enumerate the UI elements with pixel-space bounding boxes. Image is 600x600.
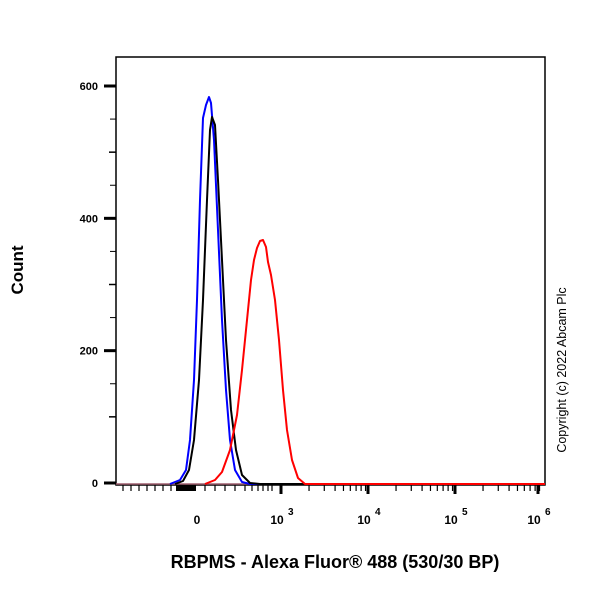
y-tick-label: 400 <box>80 213 98 225</box>
plot-frame <box>115 56 546 486</box>
copyright-text: Copyright (c) 2022 Abcam Plc <box>555 287 569 453</box>
histogram-curve-black <box>174 116 545 485</box>
y-tick-label: 600 <box>80 81 98 93</box>
x-tick-exponent: 5 <box>462 507 468 518</box>
y-axis-label-text: Count <box>8 245 27 295</box>
x-tick-label: 10 <box>270 513 284 527</box>
x-axis: 0 10 3 10 4 10 5 10 6 <box>122 485 551 527</box>
x-axis-label: RBPMS - Alexa Fluor® 488 (530/30 BP) <box>170 552 500 572</box>
x-tick-exponent: 4 <box>375 507 381 518</box>
x-dense-ticks <box>176 485 196 491</box>
copyright-notice: Copyright (c) 2022 Abcam Plc <box>551 250 573 490</box>
x-tick-label: 10 <box>527 513 541 527</box>
x-tick-label: 10 <box>444 513 458 527</box>
histogram-curves <box>169 96 545 485</box>
x-tick-exponent: 6 <box>545 507 551 518</box>
y-tick-label: 0 <box>92 478 98 490</box>
y-axis: 600 400 200 0 <box>80 81 116 490</box>
x-tick-label: 0 <box>194 513 201 527</box>
y-axis-label: Count <box>2 225 34 315</box>
y-tick-label: 200 <box>80 346 98 358</box>
histogram-curve-blue <box>169 96 545 485</box>
histogram-curve-red <box>204 239 545 485</box>
x-tick-label: 10 <box>357 513 371 527</box>
x-tick-exponent: 3 <box>288 507 294 518</box>
